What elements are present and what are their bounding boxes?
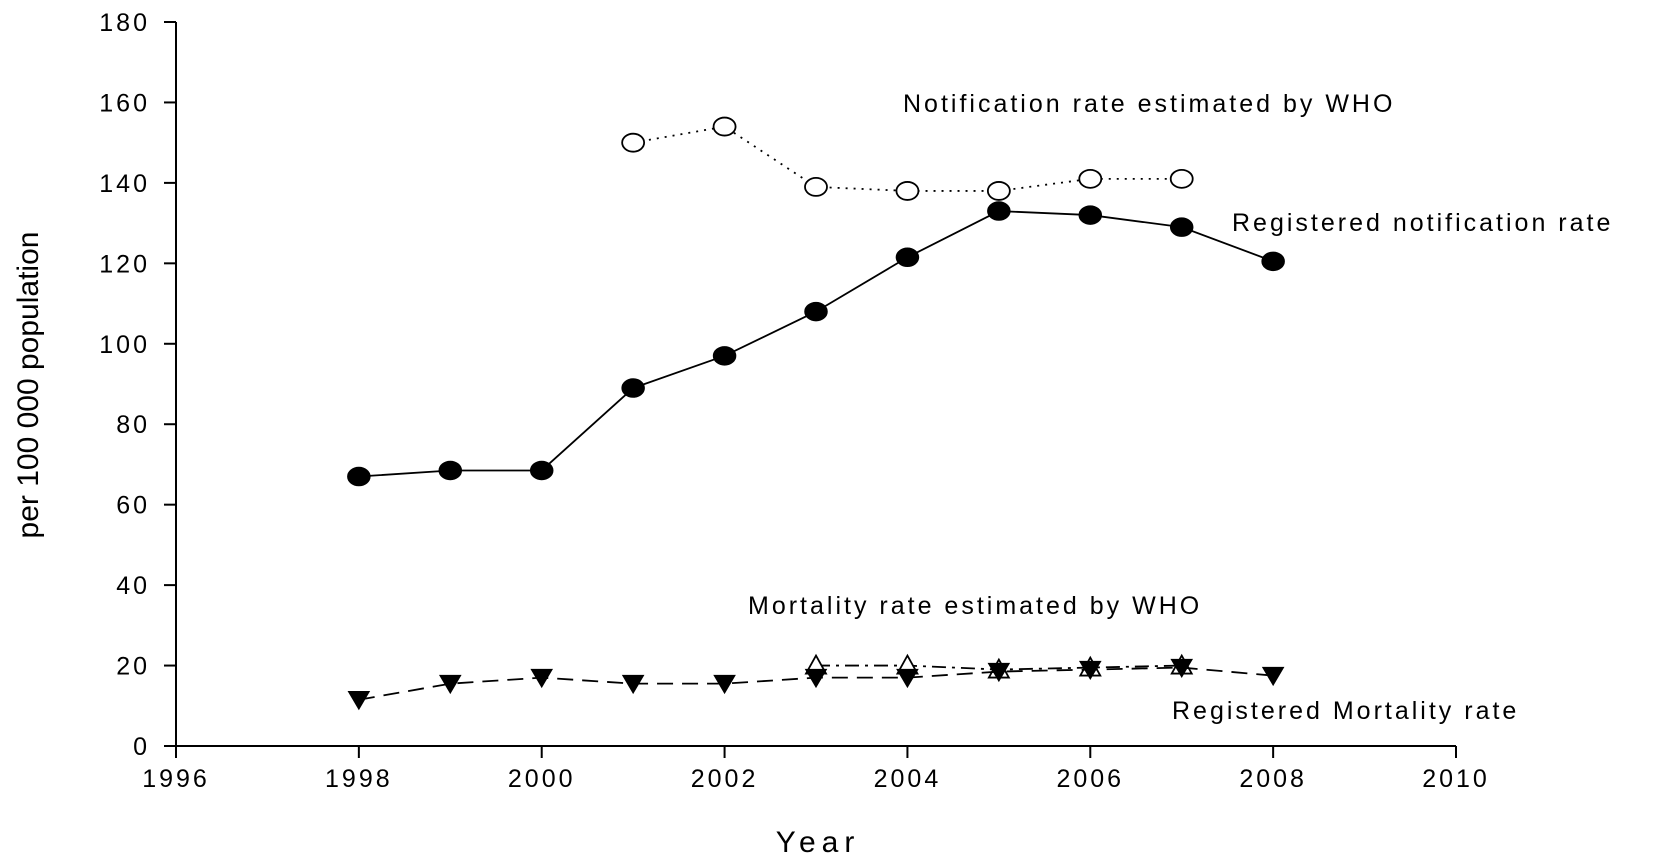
y-tick-label: 20 xyxy=(116,653,150,681)
y-tick-label: 120 xyxy=(99,250,150,278)
y-tick-label: 80 xyxy=(116,411,150,439)
data-point-filled-circle xyxy=(987,201,1011,221)
x-tick-label: 2010 xyxy=(1422,765,1490,793)
data-point-filled-circle xyxy=(438,460,463,481)
data-point-filled-triangle xyxy=(804,668,828,689)
y-tick-label: 60 xyxy=(116,492,150,520)
x-tick-label: 2008 xyxy=(1239,765,1307,793)
data-point-filled-triangle xyxy=(621,674,645,695)
series-0 xyxy=(621,116,1194,201)
data-point-filled-circle xyxy=(1078,205,1103,225)
data-point-filled-triangle xyxy=(530,668,554,689)
data-point-open-circle xyxy=(712,116,737,137)
series-layer xyxy=(347,116,1285,711)
series-1 xyxy=(347,201,1285,487)
data-point-filled-circle xyxy=(621,378,645,398)
data-point-open-circle xyxy=(1169,168,1194,189)
data-point-filled-triangle xyxy=(1261,666,1285,687)
x-tick-label: 2000 xyxy=(508,765,576,793)
axes: 0 20 40 60 80 100 120 140 160 180 1996 1998 2000 2002… xyxy=(99,9,1490,793)
series-label-who-mortality: Mortality rate estimated by WHO xyxy=(748,592,1202,620)
data-point-filled-circle xyxy=(895,247,920,268)
x-tick-label: 1998 xyxy=(325,765,393,793)
y-tick-label: 140 xyxy=(99,170,150,198)
data-point-filled-triangle xyxy=(1078,660,1102,681)
series-line xyxy=(358,210,1274,478)
y-tick-label: 180 xyxy=(99,9,150,37)
x-tick-label: 1996 xyxy=(142,765,210,793)
y-tick-label: 40 xyxy=(116,572,150,600)
y-tick-label: 100 xyxy=(99,331,150,359)
data-point-open-circle xyxy=(621,132,646,153)
y-tick-label: 160 xyxy=(99,89,150,117)
y-axis-title: per 100 000 population xyxy=(12,232,45,539)
series-label-who-notification: Notification rate estimated by WHO xyxy=(903,90,1395,118)
data-point-filled-triangle xyxy=(347,690,371,711)
data-point-filled-triangle xyxy=(896,668,919,689)
data-point-open-circle xyxy=(1078,168,1103,189)
x-axis-title: Year xyxy=(776,826,861,859)
data-point-open-circle xyxy=(895,181,920,201)
data-point-filled-triangle xyxy=(438,674,462,695)
x-tick-label: 2004 xyxy=(874,765,942,793)
data-point-filled-triangle xyxy=(713,674,736,695)
data-point-filled-circle xyxy=(1261,251,1285,272)
series-label-registered-notification: Registered notification rate xyxy=(1232,209,1613,237)
data-point-filled-triangle xyxy=(987,662,1011,683)
y-tick-label: 0 xyxy=(133,733,150,761)
data-point-filled-circle xyxy=(347,466,371,487)
x-tick-label: 2002 xyxy=(691,765,759,793)
data-point-filled-triangle xyxy=(1170,658,1194,679)
data-point-filled-circle xyxy=(804,301,828,322)
data-point-open-circle xyxy=(804,177,828,197)
data-point-filled-circle xyxy=(529,460,554,481)
x-tick-label: 2006 xyxy=(1056,765,1124,793)
series-3 xyxy=(347,658,1285,711)
data-point-filled-circle xyxy=(1169,217,1194,237)
data-point-open-circle xyxy=(986,181,1011,201)
series-label-registered-mortality: Registered Mortality rate xyxy=(1172,697,1519,725)
data-point-filled-circle xyxy=(712,346,737,366)
